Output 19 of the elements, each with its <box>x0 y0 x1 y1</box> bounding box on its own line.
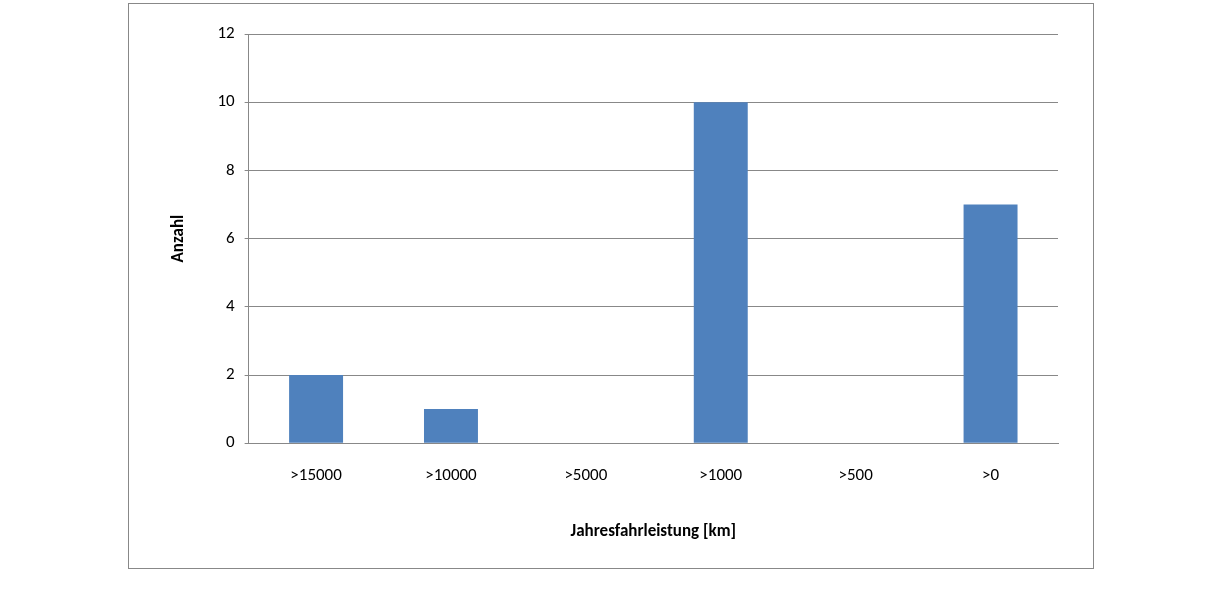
x-tick-label: >5000 <box>564 463 608 485</box>
y-tick-label: 10 <box>217 90 236 112</box>
bar <box>693 102 748 443</box>
x-tick-label: >15000 <box>290 463 343 485</box>
y-tick-label: 4 <box>226 295 236 317</box>
y-tick-label: 0 <box>226 431 236 453</box>
bar <box>963 204 1018 443</box>
bar <box>289 375 344 443</box>
y-axis-title: Anzahl <box>167 214 189 263</box>
x-tick-label: >0 <box>982 463 1000 485</box>
x-tick-label: >1000 <box>699 463 743 485</box>
x-axis-title: Jahresfahrleistung [km] <box>570 520 737 542</box>
y-tick-label: 8 <box>226 158 235 180</box>
y-tick-label: 6 <box>226 226 236 248</box>
x-tick-label: >10000 <box>425 463 478 485</box>
x-tick-label: >500 <box>838 463 874 485</box>
y-tick-label: 12 <box>217 22 235 44</box>
y-tick-label: 2 <box>226 363 235 385</box>
bar <box>424 409 478 443</box>
